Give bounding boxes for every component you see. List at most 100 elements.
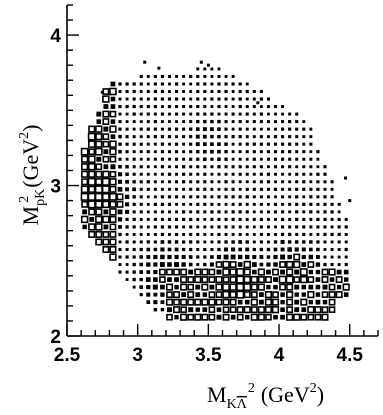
dalitz-bin [273,142,278,146]
dalitz-bin [266,187,270,191]
dalitz-bin [295,165,299,169]
dalitz-bin [217,210,221,214]
dalitz-bin [160,89,165,94]
dalitz-bin [132,210,136,214]
dalitz-bin [231,105,235,109]
dalitz-bin [316,150,320,154]
dalitz-bin [182,157,186,161]
dalitz-bin [153,217,157,221]
dalitz-bin [266,284,271,290]
dalitz-bin [302,232,306,237]
dalitz-bin [328,291,336,299]
dalitz-bin [175,150,179,154]
dalitz-bin [267,112,270,116]
dalitz-bin [252,247,256,252]
dalitz-bin [101,177,110,186]
dalitz-bin [329,277,335,282]
dalitz-bin [309,157,313,161]
dalitz-bin [238,165,242,169]
dalitz-bin [175,195,179,199]
dalitz-bin [216,314,222,320]
dalitz-bin [323,255,327,259]
dalitz-bin [95,125,103,133]
dalitz-bin [281,225,285,229]
dalitz-bin [273,150,278,154]
dalitz-bin [160,142,165,146]
dalitz-bin [153,225,157,229]
dalitz-bin [316,195,320,199]
dalitz-bin [252,97,256,101]
y-tick-label: 3 [50,177,61,198]
dalitz-bin [280,269,286,275]
dalitz-bin [117,172,123,177]
dalitz-bin [273,262,278,267]
dalitz-bin [203,82,207,86]
dalitz-bin [224,240,228,244]
dalitz-bin [328,298,336,306]
dalitz-bin [109,231,117,238]
dalitz-bin [344,262,348,267]
dalitz-bin [153,165,157,169]
dalitz-bin [182,90,186,93]
dalitz-bin [224,97,228,101]
dalitz-bin [102,246,110,253]
dalitz-bin [195,134,200,139]
dalitz-bin [153,247,158,252]
dalitz-bin [103,224,109,230]
dalitz-bin [201,283,209,291]
dalitz-bin [209,284,215,290]
dalitz-bin [224,127,228,131]
dalitz-bin [173,291,181,299]
dalitz-bin [264,306,273,314]
dalitz-bin [274,217,277,221]
dalitz-bin [222,283,230,292]
dalitz-bin [153,97,157,101]
dalitz-bin [80,215,89,224]
dalitz-bin [321,313,329,321]
dalitz-bin [335,276,343,284]
dalitz-bin [222,313,230,321]
dalitz-bin [146,240,150,244]
dalitz-bin [302,142,306,146]
dalitz-bin [153,202,157,206]
dalitz-bin [259,135,263,139]
dalitz-bin [118,112,122,116]
dalitz-bin [330,255,334,259]
dalitz-bin [288,142,292,146]
dalitz-bin [102,110,110,118]
dalitz-bin [238,217,242,221]
dalitz-bin [125,278,129,282]
dalitz-bin [264,298,273,306]
dalitz-bin [110,164,116,170]
dalitz-bin [321,306,329,314]
dalitz-bin [203,187,207,191]
dalitz-bin [302,135,306,139]
dalitz-bin [143,60,147,64]
dalitz-bin [245,180,249,184]
dalitz-bin [236,268,245,277]
dalitz-bin [295,120,299,124]
dalitz-bin [160,82,164,86]
dalitz-bin [259,210,263,214]
dalitz-bin [259,180,263,184]
dalitz-bin [175,172,179,176]
dalitz-bin [118,104,122,109]
dalitz-bin [146,75,150,78]
dalitz-bin [343,292,349,297]
dalitz-bin [139,217,143,221]
dalitz-bin [238,240,243,244]
dalitz-bin [125,209,130,214]
dalitz-bin [118,134,122,139]
dalitz-bin [146,284,151,290]
dalitz-bin [243,260,251,269]
dalitz-bin [174,247,179,252]
dalitz-bin [166,291,173,298]
dalitz-bin [264,276,272,284]
dalitz-bin [109,200,117,208]
dalitz-bin [323,262,327,267]
dalitz-bin [139,90,143,93]
dalitz-bin [309,232,313,236]
dalitz-bin [132,232,136,236]
dalitz-bin [286,306,294,314]
dalitz-bin [210,149,214,154]
